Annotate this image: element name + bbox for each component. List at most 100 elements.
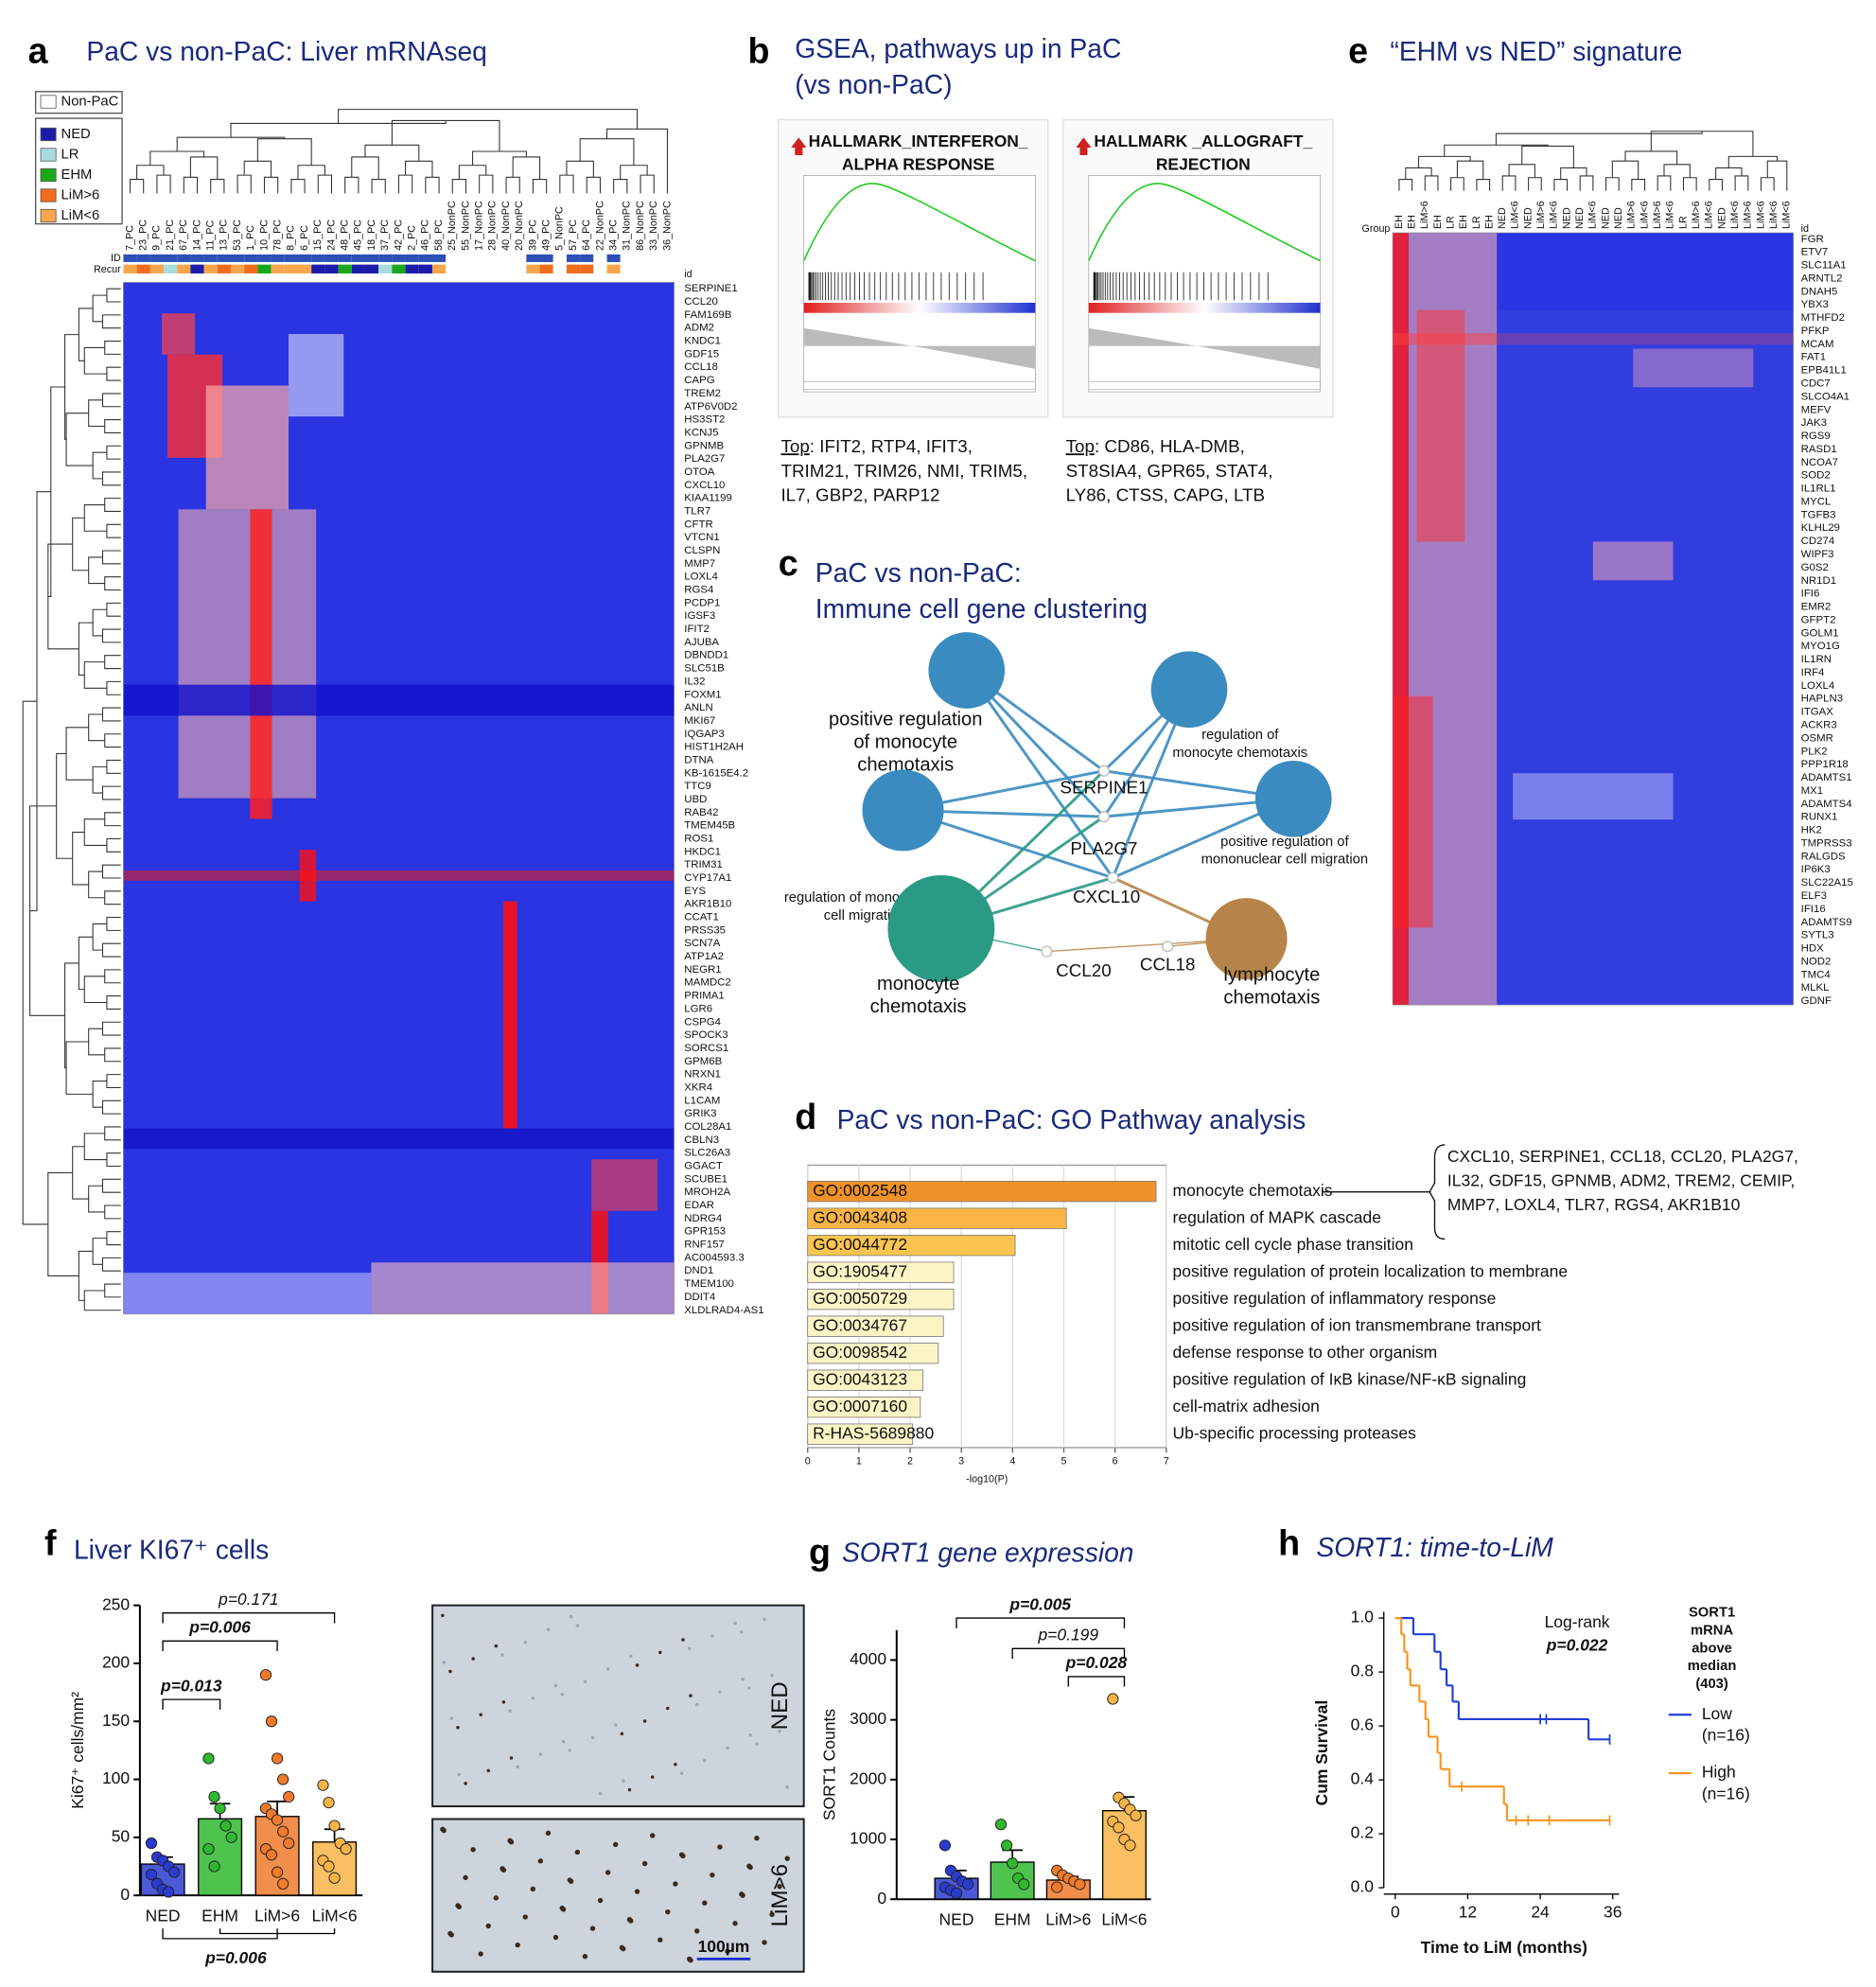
gene-label: PLA2G7: [684, 453, 725, 465]
gene-label: CAPG: [684, 375, 714, 386]
ihc-nucleus: [523, 1640, 527, 1644]
gene-label: IRF4: [1801, 667, 1825, 678]
x-tick-label: LiM<6: [1101, 1910, 1147, 1929]
term-node: [1205, 898, 1288, 980]
p-value: p=0.006: [204, 1948, 267, 1967]
pathway-label: positive regulation of IκB kinase/NF-κB …: [1173, 1369, 1527, 1388]
heatmap-patch: [591, 1159, 658, 1211]
gene-label: TMC4: [1801, 969, 1832, 980]
gene-label: CXCL10: [684, 480, 725, 491]
dendrogram: [129, 109, 668, 194]
recurrence-cell: [378, 264, 393, 274]
gene-label: KNDC1: [684, 336, 721, 347]
gene-label: IGSF3: [684, 610, 715, 622]
panel-title: GSEA, pathways up in PaC: [795, 33, 1121, 63]
gene-label: FAM169B: [684, 309, 731, 321]
gene-label: XKR4: [684, 1081, 712, 1093]
gene-label: PFKP: [1801, 325, 1830, 337]
id-cell: [647, 254, 661, 262]
top-genes-line: LY86, CTSS, CAPG, LTB: [1066, 484, 1266, 504]
y-tick-label: 0.8: [1351, 1662, 1374, 1680]
gene-label: IFI16: [1801, 904, 1826, 915]
gene-label: OSMR: [1801, 732, 1833, 744]
pathway-label: defense response to other organism: [1173, 1343, 1438, 1362]
gene-label: HKDC1: [684, 846, 721, 857]
heatmap-patch: [250, 509, 272, 819]
recurrence-cell: [177, 264, 191, 274]
gene-label: TGFB3: [1801, 509, 1836, 520]
gene-label: PRIMA1: [684, 991, 724, 1002]
group-label: EH: [1432, 215, 1444, 229]
gene-label: IFI6: [1801, 589, 1820, 600]
bar: [807, 1289, 955, 1310]
heatmap-patch: [1592, 541, 1674, 581]
ihc-nucleus: [680, 1853, 686, 1859]
term-label: mononuclear cell migration: [1201, 853, 1368, 868]
id-cell: [431, 254, 447, 262]
gene-annotation: MMP7, LOXL4, TLR7, RGS4, AKR1B10: [1447, 1195, 1741, 1214]
id-cell: [351, 254, 365, 262]
gsea-title: ALPHA RESPONSE: [842, 154, 994, 173]
panel-label: f: [44, 1522, 57, 1562]
y-tick-label: 4000: [850, 1649, 886, 1668]
bar-label: GO:0098542: [813, 1343, 907, 1362]
x-tick-label: EHM: [994, 1910, 1031, 1929]
sample-label: 33_NonPC: [648, 201, 659, 251]
top-genes: Top: IFIT2, RTP4, IFIT3,: [780, 436, 972, 456]
p-value: p=0.005: [1008, 1594, 1071, 1613]
gene-label: MCAM: [1801, 339, 1834, 350]
recurrence-cell: [485, 264, 500, 274]
legend-swatch: [40, 167, 57, 183]
gene-label: SOD2: [1801, 470, 1831, 482]
legend-swatch: [40, 188, 57, 202]
ihc-nucleus: [762, 1940, 767, 1945]
bar-label: GO:0044772: [813, 1235, 907, 1254]
gene-label: G0S2: [1801, 562, 1829, 573]
ihc-nucleus: [740, 1630, 744, 1634]
group-label: LiM>6: [1652, 201, 1663, 229]
gene-label: ANLN: [684, 702, 712, 713]
id-cell: [123, 254, 137, 262]
legend-title: (403): [1695, 1677, 1728, 1692]
y-tick-label: 0.2: [1351, 1823, 1374, 1842]
row-label: id: [1801, 223, 1809, 235]
data-point: [265, 1715, 278, 1728]
bar: [312, 1841, 358, 1896]
gene-label: EYS: [684, 886, 706, 897]
ihc-nucleus: [754, 1835, 760, 1841]
group-label: NED: [1497, 207, 1508, 229]
gene-label: NR1D1: [1801, 575, 1836, 587]
ihc-nucleus: [441, 1613, 445, 1618]
y-tick-label: 1000: [850, 1829, 886, 1848]
pathway-label: mitotic cell cycle phase transition: [1173, 1235, 1413, 1254]
legend-label: EHM: [61, 167, 93, 183]
ihc-nucleus: [464, 1782, 467, 1785]
gene-label: TMEM45B: [684, 820, 735, 832]
gene-label: ACKR3: [1801, 719, 1837, 730]
data-point: [961, 1878, 974, 1890]
ihc-nucleus: [522, 1914, 528, 1920]
gene-label: ITGAX: [1801, 707, 1834, 718]
y-tick-label: 200: [102, 1653, 130, 1672]
y-tick-label: 2000: [850, 1768, 886, 1787]
gene-label: NCOA7: [1801, 457, 1838, 468]
gene-label: ROS1: [684, 833, 713, 844]
ihc-nucleus: [621, 1945, 626, 1952]
group-label: EH: [1483, 215, 1495, 229]
legend-label: Low: [1702, 1704, 1732, 1723]
data-point: [1130, 1809, 1142, 1821]
ihc-nucleus: [598, 1791, 603, 1796]
term-label: regulation of: [1201, 728, 1279, 743]
gene-label: SLC51B: [684, 663, 724, 675]
heatmap-patch: [1393, 695, 1433, 928]
ihc-nucleus: [710, 1634, 714, 1638]
gene-label: MLKL: [1801, 982, 1830, 994]
ihc-nucleus: [448, 1669, 452, 1674]
sample-label: 20_NonPC: [514, 201, 525, 251]
legend-title: median: [1688, 1659, 1737, 1674]
recurrence-cell: [459, 264, 473, 274]
id-cell: [203, 254, 218, 262]
gene-label: PRSS35: [684, 924, 726, 936]
data-point: [225, 1831, 237, 1843]
bar-label: GO:0050729: [813, 1289, 907, 1308]
